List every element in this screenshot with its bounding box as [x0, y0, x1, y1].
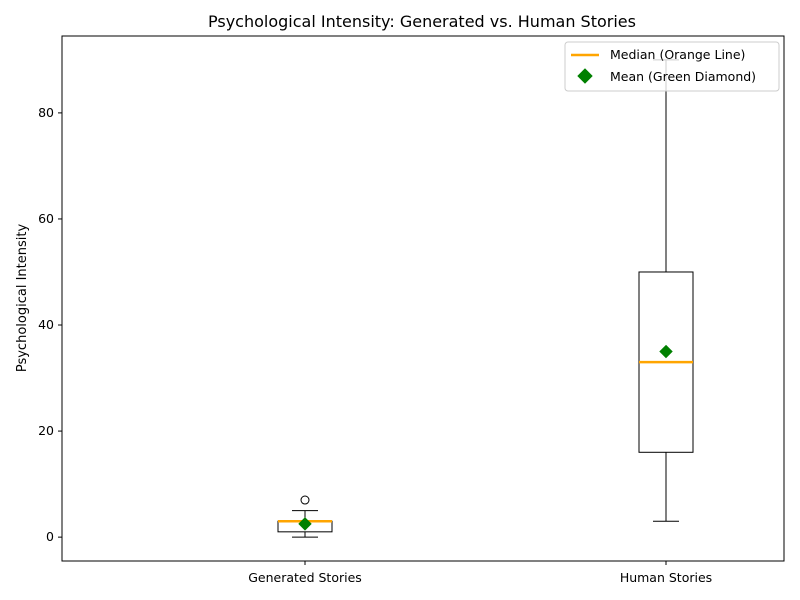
human-stories-mean-marker	[659, 344, 673, 359]
y-axis-label: Psychological Intensity	[15, 224, 30, 373]
legend: Median (Orange Line) Mean (Green Diamond…	[564, 41, 780, 92]
plot-area-frame	[61, 35, 785, 562]
y-tick-label: 80	[38, 105, 54, 120]
legend-mean-swatch	[577, 68, 593, 84]
legend-frame	[564, 41, 780, 92]
generated-stories-mean-marker	[298, 517, 312, 531]
legend-mean-label: Mean (Green Diamond)	[610, 69, 756, 84]
x-tick-label: Generated Stories	[248, 570, 362, 585]
generated-stories-outlier-point	[300, 495, 310, 505]
chart-title: Psychological Intensity: Generated vs. H…	[208, 12, 636, 31]
legend-median-label: Median (Orange Line)	[610, 47, 745, 62]
y-tick-label: 20	[38, 423, 54, 438]
y-tick-label: 0	[46, 529, 54, 544]
y-tick-label: 40	[38, 317, 54, 332]
x-tick-label: Human Stories	[620, 570, 712, 585]
y-tick-label: 60	[38, 211, 54, 226]
